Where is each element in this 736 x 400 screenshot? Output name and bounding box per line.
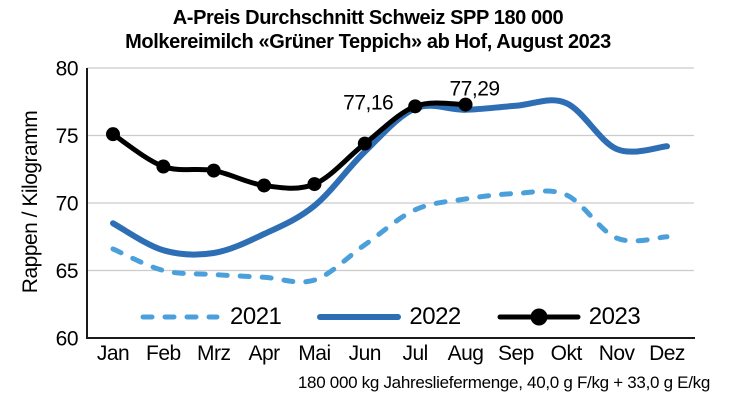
data-label: 77,16: [343, 91, 393, 114]
series-line-2022: [110, 97, 670, 258]
x-tick-label: Jan: [97, 342, 129, 365]
chart-title: A-Preis Durchschnitt Schweiz SPP 180 000…: [0, 6, 736, 54]
y-tick-label: 60: [56, 328, 78, 351]
x-tick-label: Mai: [298, 342, 330, 365]
x-tick-label: Okt: [551, 342, 583, 365]
data-point-marker-2023: [106, 127, 120, 142]
chart-legend: 2021 2022 2023: [138, 303, 641, 330]
x-tick-label: Aug: [448, 342, 484, 365]
legend-item-2022: 2022: [317, 303, 461, 330]
data-point-marker-2023: [307, 177, 322, 192]
y-tick-label: 80: [56, 58, 78, 81]
chart-title-line1: A-Preis Durchschnitt Schweiz SPP 180 000: [172, 7, 564, 29]
x-tick-label: Jun: [349, 342, 381, 365]
footnote: 180 000 kg Jahresliefermenge, 40,0 g F/k…: [297, 373, 710, 392]
data-point-marker-2023: [408, 99, 423, 114]
legend-label-2022: 2022: [409, 303, 461, 330]
x-tick-label: Feb: [146, 342, 181, 365]
x-tick-label: Dez: [649, 342, 685, 365]
x-tick-label: Apr: [248, 342, 280, 365]
chart-title-line2: Molkereimilch «Grüner Teppich» ab Hof, A…: [125, 31, 611, 53]
y-tick-label: 70: [56, 193, 78, 216]
data-point-marker-2023: [458, 97, 473, 112]
data-point-marker-2023: [206, 163, 221, 178]
series-line-2021: [110, 188, 670, 285]
data-point-marker-2023: [357, 136, 372, 151]
legend-swatch-solid-line-icon: [317, 314, 402, 320]
legend-swatch-dashed-line-icon: [140, 314, 220, 320]
legend-label-2023: 2023: [588, 303, 641, 330]
y-tick-label: 65: [56, 260, 78, 283]
legend-item-2021: 2021: [138, 303, 282, 330]
x-tick-label: Jul: [403, 342, 428, 365]
data-point-marker-2023: [257, 178, 272, 193]
y-tick-label: 75: [56, 125, 78, 148]
legend-swatch-marker-line-icon: [497, 308, 581, 326]
legend-item-2023: 2023: [497, 303, 641, 330]
series-line-2023: [110, 100, 468, 191]
data-label: 77,29: [450, 78, 500, 101]
data-point-marker-2023: [156, 159, 171, 174]
x-tick-label: Mrz: [197, 342, 231, 365]
x-tick-label: Nov: [599, 342, 636, 365]
legend-label-2021: 2021: [230, 303, 282, 330]
x-tick-label: Sep: [498, 342, 534, 365]
